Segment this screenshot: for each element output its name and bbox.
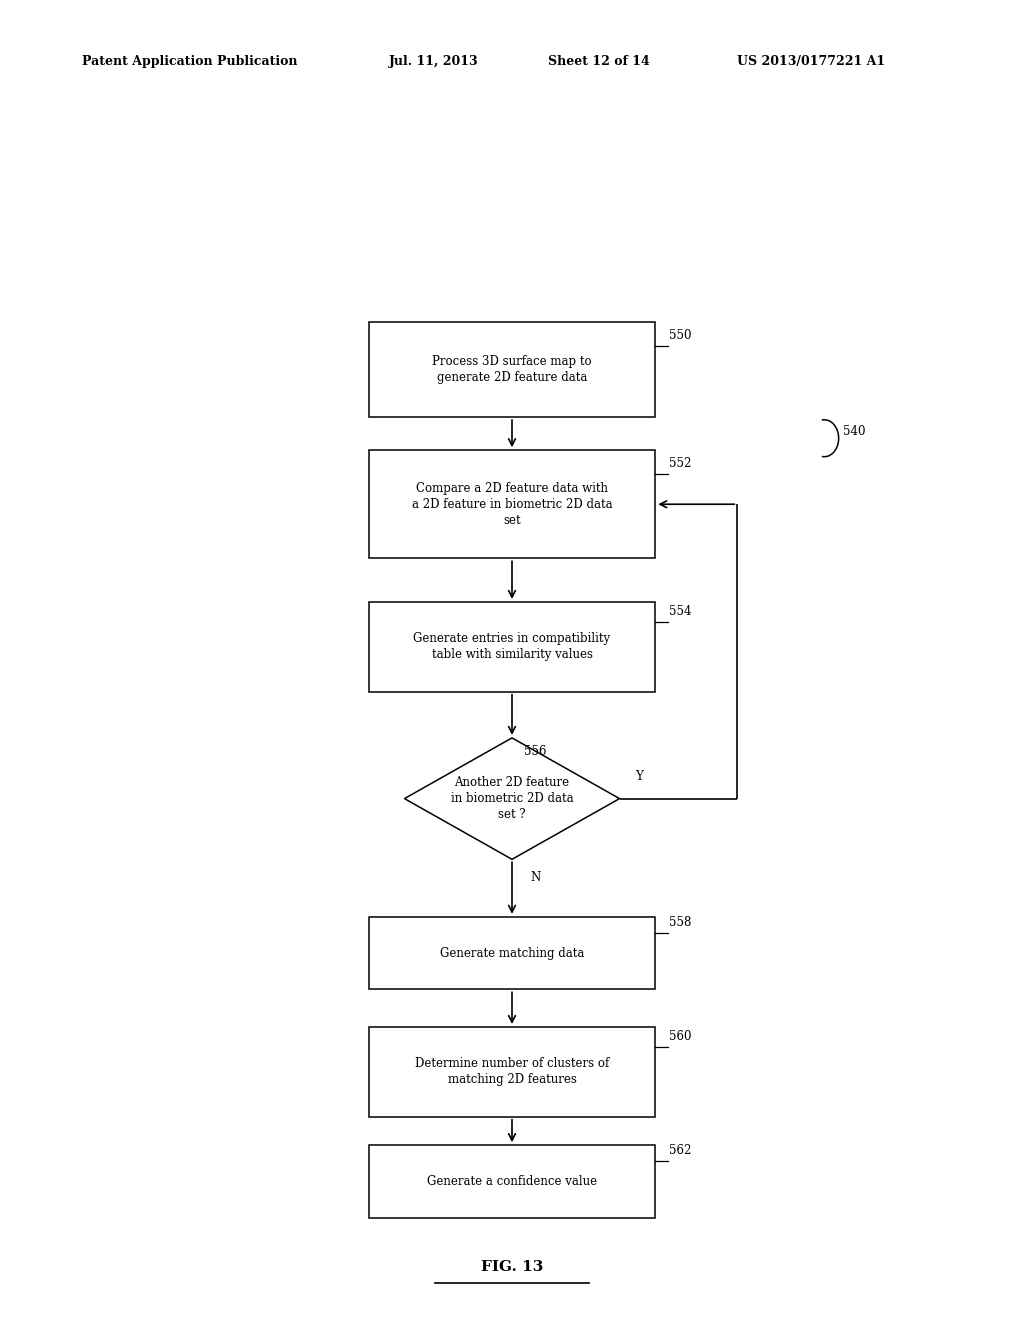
Text: Another 2D feature
in biometric 2D data
set ?: Another 2D feature in biometric 2D data … bbox=[451, 776, 573, 821]
Text: Jul. 11, 2013: Jul. 11, 2013 bbox=[389, 55, 479, 69]
Text: Generate matching data: Generate matching data bbox=[440, 946, 584, 960]
Text: 554: 554 bbox=[669, 605, 691, 618]
Text: 550: 550 bbox=[669, 329, 691, 342]
FancyBboxPatch shape bbox=[369, 1027, 655, 1117]
Text: 558: 558 bbox=[669, 916, 691, 929]
Text: 556: 556 bbox=[524, 744, 547, 758]
Text: FIG. 13: FIG. 13 bbox=[481, 1261, 543, 1274]
FancyBboxPatch shape bbox=[369, 602, 655, 692]
FancyBboxPatch shape bbox=[369, 1144, 655, 1217]
FancyBboxPatch shape bbox=[369, 322, 655, 417]
Text: 552: 552 bbox=[669, 457, 691, 470]
Text: Compare a 2D feature data with
a 2D feature in biometric 2D data
set: Compare a 2D feature data with a 2D feat… bbox=[412, 482, 612, 527]
Polygon shape bbox=[404, 738, 620, 859]
Text: N: N bbox=[530, 871, 541, 884]
Text: Generate a confidence value: Generate a confidence value bbox=[427, 1175, 597, 1188]
Text: Generate entries in compatibility
table with similarity values: Generate entries in compatibility table … bbox=[414, 632, 610, 661]
Text: Sheet 12 of 14: Sheet 12 of 14 bbox=[548, 55, 649, 69]
FancyBboxPatch shape bbox=[369, 916, 655, 990]
Text: Patent Application Publication: Patent Application Publication bbox=[82, 55, 297, 69]
Text: US 2013/0177221 A1: US 2013/0177221 A1 bbox=[737, 55, 886, 69]
Text: 562: 562 bbox=[669, 1144, 691, 1156]
Text: Determine number of clusters of
matching 2D features: Determine number of clusters of matching… bbox=[415, 1057, 609, 1086]
Text: Y: Y bbox=[635, 770, 643, 783]
FancyBboxPatch shape bbox=[369, 450, 655, 558]
Text: Process 3D surface map to
generate 2D feature data: Process 3D surface map to generate 2D fe… bbox=[432, 355, 592, 384]
Text: 560: 560 bbox=[669, 1030, 691, 1043]
Text: 540: 540 bbox=[843, 425, 865, 438]
